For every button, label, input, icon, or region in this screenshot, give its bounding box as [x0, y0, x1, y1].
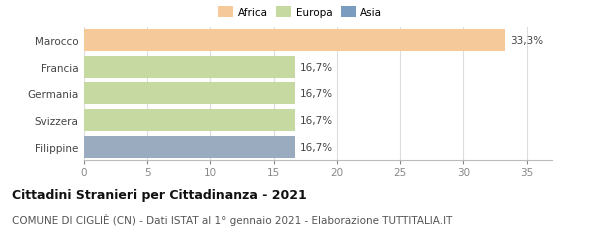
Text: 16,7%: 16,7%: [300, 142, 334, 152]
Bar: [84, 56, 295, 78]
Bar: [84, 136, 295, 158]
Bar: [84, 109, 295, 131]
Legend: Africa, Europa, Asia: Africa, Europa, Asia: [215, 5, 385, 20]
Bar: [84, 30, 505, 52]
Text: 16,7%: 16,7%: [300, 62, 334, 72]
Text: 33,3%: 33,3%: [510, 36, 544, 46]
Text: Cittadini Stranieri per Cittadinanza - 2021: Cittadini Stranieri per Cittadinanza - 2…: [12, 188, 307, 201]
Text: 16,7%: 16,7%: [300, 115, 334, 125]
Text: COMUNE DI CIGLIÈ (CN) - Dati ISTAT al 1° gennaio 2021 - Elaborazione TUTTITALIA.: COMUNE DI CIGLIÈ (CN) - Dati ISTAT al 1°…: [12, 213, 452, 225]
Text: 16,7%: 16,7%: [300, 89, 334, 99]
Bar: [84, 83, 295, 105]
